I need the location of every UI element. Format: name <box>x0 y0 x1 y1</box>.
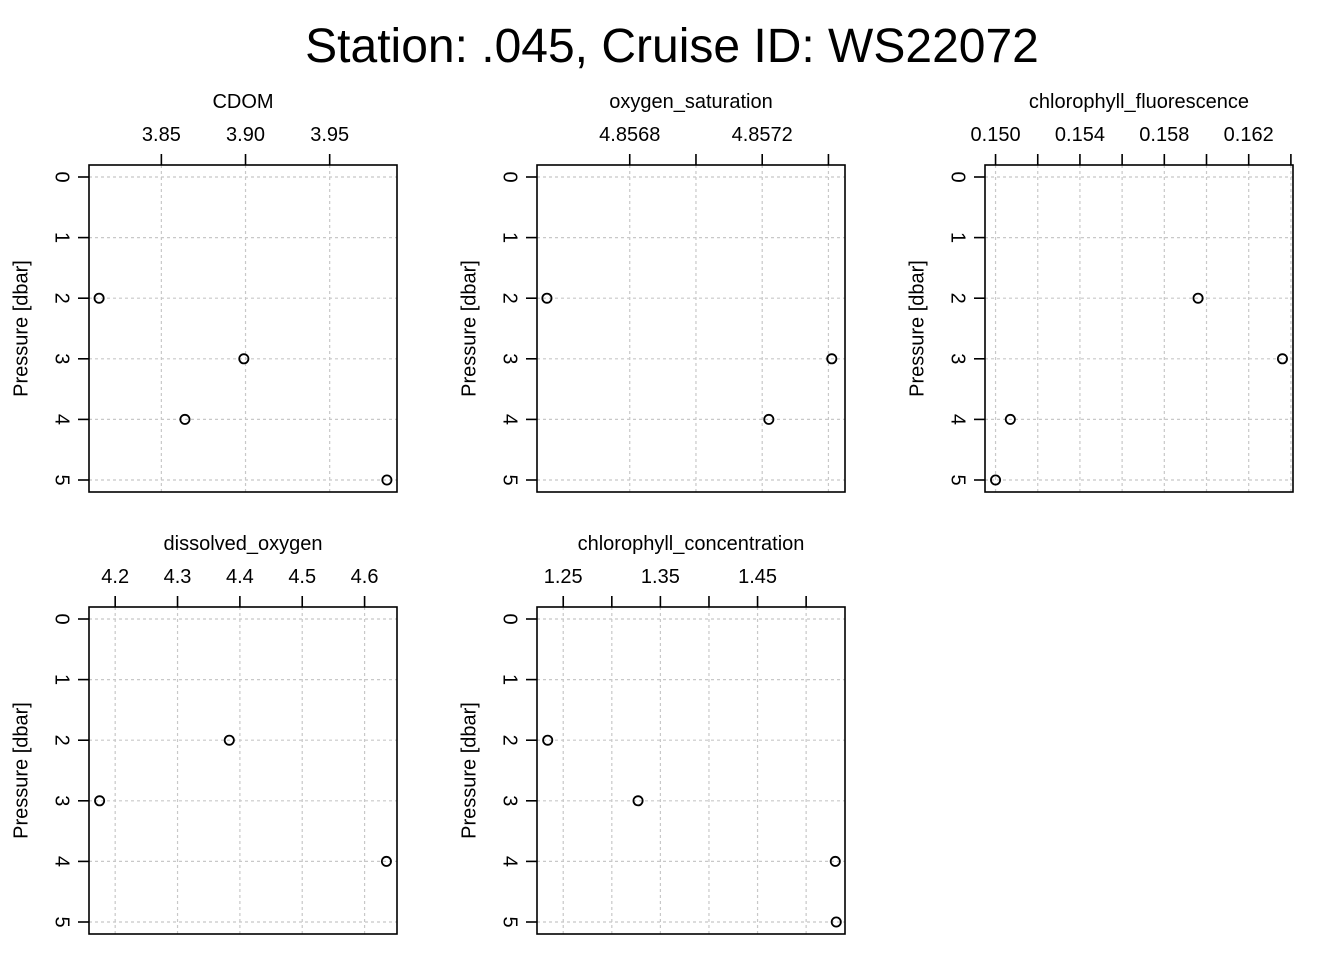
y-tick-label: 4 <box>51 414 73 425</box>
y-axis-label: Pressure [dbar] <box>458 702 480 839</box>
x-tick-label: 4.3 <box>164 566 192 588</box>
x-tick-label: 4.6 <box>351 566 379 588</box>
x-tick-label: 4.4 <box>226 566 254 588</box>
y-tick-label: 5 <box>51 474 73 485</box>
y-tick-label: 3 <box>499 795 521 806</box>
x-tick-label: 3.95 <box>310 124 349 146</box>
y-tick-label: 5 <box>499 474 521 485</box>
data-point <box>1004 413 1016 425</box>
y-tick-label: 2 <box>499 735 521 746</box>
y-tick-label: 5 <box>947 474 969 485</box>
data-point <box>763 413 775 425</box>
y-tick-label: 5 <box>51 916 73 927</box>
panel-frame <box>536 164 846 493</box>
panel-title: oxygen_saturation <box>609 91 772 113</box>
y-tick-label: 4 <box>947 414 969 425</box>
panel-2: 4.8568 4.8572 0 1 2 3 4 5 oxygen_saturation Press… <box>458 91 846 493</box>
data-point <box>1276 353 1288 365</box>
data-point <box>93 292 105 304</box>
panel-3: 0.150 0.154 0.158 0.162 0 1 2 3 4 5 chlorophyll_fl… <box>906 91 1294 493</box>
data-point <box>829 855 841 867</box>
panel-frame <box>88 164 398 493</box>
x-tick-label: 1.45 <box>738 566 777 588</box>
y-tick-label: 0 <box>499 171 521 182</box>
y-tick-label: 2 <box>51 735 73 746</box>
panel-frame <box>536 606 846 935</box>
y-tick-label: 3 <box>51 795 73 806</box>
data-point <box>223 734 235 746</box>
panel-1: 3.85 3.90 3.95 0 1 2 3 4 5 CDOM Pressure [dbar] <box>10 91 398 493</box>
x-tick-label: 1.25 <box>544 566 583 588</box>
panel-5: 1.25 1.35 1.45 0 1 2 3 4 5 chlorophyll_concentrat… <box>458 533 846 935</box>
y-tick-label: 0 <box>51 171 73 182</box>
y-tick-label: 1 <box>51 232 73 243</box>
panel-4: 4.2 4.3 4.4 4.5 4.6 0 1 2 3 4 5 dissolved_oxygen Pre… <box>10 533 398 935</box>
panel-frame <box>984 164 1294 493</box>
data-point <box>826 353 838 365</box>
panel-title: chlorophyll_fluorescence <box>1029 91 1249 113</box>
panel-frame <box>88 606 398 935</box>
data-point <box>990 474 1002 486</box>
y-tick-label: 2 <box>51 293 73 304</box>
y-tick-label: 5 <box>499 916 521 927</box>
y-tick-label: 1 <box>51 674 73 685</box>
data-point <box>830 916 842 928</box>
data-point <box>380 855 392 867</box>
x-tick-label: 4.8572 <box>732 124 793 146</box>
x-tick-label: 4.5 <box>288 566 316 588</box>
y-tick-label: 4 <box>51 856 73 867</box>
y-tick-label: 4 <box>499 414 521 425</box>
data-point <box>381 474 393 486</box>
y-tick-label: 2 <box>499 293 521 304</box>
data-point <box>94 795 106 807</box>
x-tick-label: 0.150 <box>971 124 1021 146</box>
data-point <box>1192 292 1204 304</box>
data-point <box>542 734 554 746</box>
data-point <box>238 353 250 365</box>
panel-title: chlorophyll_concentration <box>578 533 805 555</box>
figure-title: Station: .045, Cruise ID: WS22072 <box>305 20 1039 73</box>
x-tick-label: 0.154 <box>1055 124 1105 146</box>
y-tick-label: 0 <box>51 613 73 624</box>
y-tick-label: 4 <box>499 856 521 867</box>
y-axis-label: Pressure [dbar] <box>10 702 32 839</box>
x-tick-label: 0.162 <box>1224 124 1274 146</box>
y-tick-label: 0 <box>947 171 969 182</box>
y-tick-label: 3 <box>947 353 969 364</box>
y-axis-label: Pressure [dbar] <box>10 260 32 397</box>
y-axis-label: Pressure [dbar] <box>458 260 480 397</box>
y-tick-label: 3 <box>499 353 521 364</box>
y-tick-label: 0 <box>499 613 521 624</box>
x-tick-label: 4.2 <box>101 566 129 588</box>
y-tick-label: 2 <box>947 293 969 304</box>
x-tick-label: 1.35 <box>641 566 680 588</box>
y-axis-label: Pressure [dbar] <box>906 260 928 397</box>
panel-title: dissolved_oxygen <box>164 533 323 555</box>
data-point <box>632 795 644 807</box>
y-tick-label: 1 <box>499 674 521 685</box>
y-tick-label: 1 <box>499 232 521 243</box>
x-tick-label: 3.85 <box>142 124 181 146</box>
data-point <box>179 413 191 425</box>
x-tick-label: 0.158 <box>1139 124 1189 146</box>
y-tick-label: 1 <box>947 232 969 243</box>
x-tick-label: 3.90 <box>226 124 265 146</box>
y-tick-label: 3 <box>51 353 73 364</box>
data-point <box>541 292 553 304</box>
panel-title: CDOM <box>212 91 273 113</box>
x-tick-label: 4.8568 <box>599 124 660 146</box>
